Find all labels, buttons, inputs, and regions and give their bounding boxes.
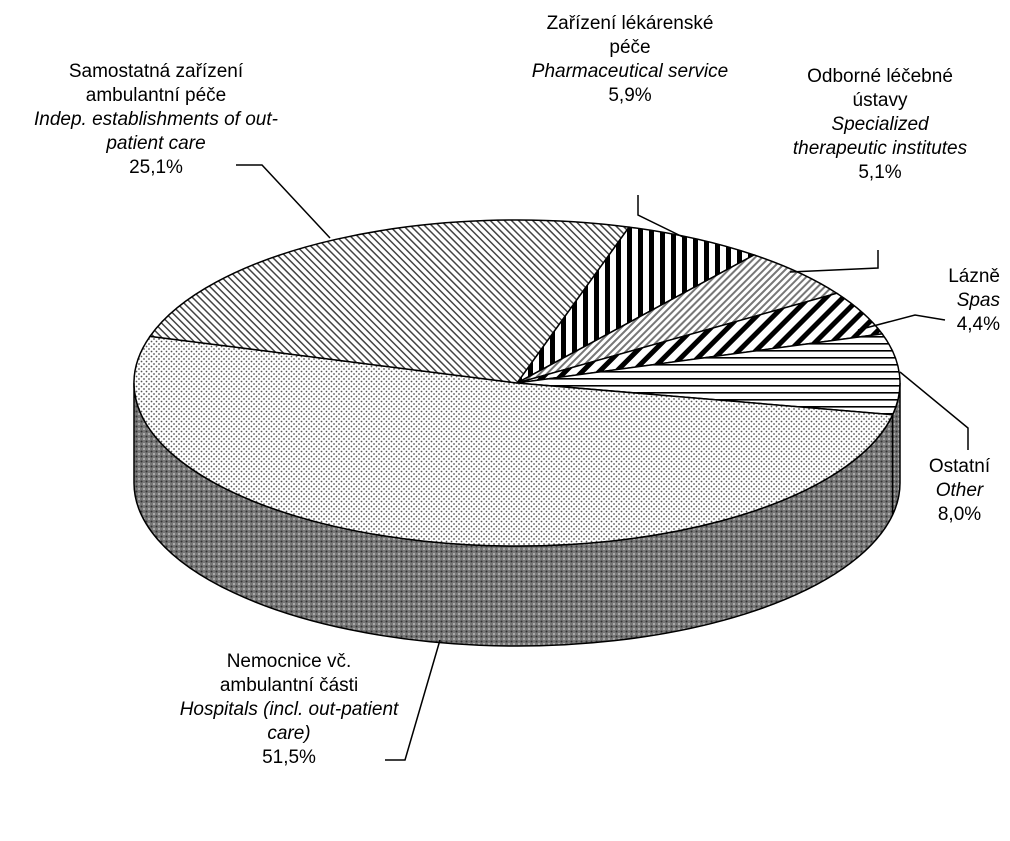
category-name: Nemocnice vč. ambulantní části xyxy=(219,651,359,696)
pie-slice xyxy=(148,219,631,384)
leader-line xyxy=(857,314,946,331)
slice-label: Ostatní Other 8,0% xyxy=(912,455,1007,527)
slice-label: Nemocnice vč. ambulantní části Hospitals … xyxy=(178,650,400,770)
category-name-en: Spas xyxy=(956,290,1000,311)
category-name: Lázně xyxy=(948,266,1000,287)
leader-line xyxy=(637,195,686,239)
category-name-en: Pharmaceutical service xyxy=(531,61,729,82)
pie-tops xyxy=(133,219,901,547)
leader-line xyxy=(385,639,441,761)
value-label: 25,1% xyxy=(129,157,183,178)
slice-label: Odborné léčebné ústavy Specialized therap… xyxy=(782,65,978,185)
category-name-en: Other xyxy=(935,480,984,501)
category-name: Zařízení lékárenské péče xyxy=(546,13,714,58)
slice-label: Lázně Spas 4,4% xyxy=(915,265,1000,337)
pie-slice xyxy=(516,333,901,416)
category-name: Odborné léčebné ústavy xyxy=(807,66,953,111)
slice-label: Samostatná zařízení ambulantní péče Indep… xyxy=(25,60,287,180)
leader-lines xyxy=(236,164,969,761)
category-name: Ostatní xyxy=(928,456,991,477)
value-label: 5,1% xyxy=(858,162,902,183)
pie-slice xyxy=(516,226,756,384)
pie-slice xyxy=(133,335,894,547)
category-name: Samostatná zařízení ambulantní péče xyxy=(68,61,244,106)
leader-line xyxy=(789,250,879,273)
category-name-en: Specialized therapeutic institutes xyxy=(792,114,968,159)
category-name-en: Hospitals (incl. out-patient care) xyxy=(179,699,399,744)
value-label: 8,0% xyxy=(937,504,982,525)
leader-line xyxy=(899,371,969,450)
leader-line xyxy=(236,164,331,239)
value-label: 4,4% xyxy=(956,314,1000,335)
value-label: 5,9% xyxy=(608,85,652,106)
value-label: 51,5% xyxy=(262,747,316,768)
slice-label: Zařízení lékárenské péče Pharmaceutical s… xyxy=(530,12,730,108)
category-name-en: Indep. establishments of out-patient car… xyxy=(34,109,278,154)
